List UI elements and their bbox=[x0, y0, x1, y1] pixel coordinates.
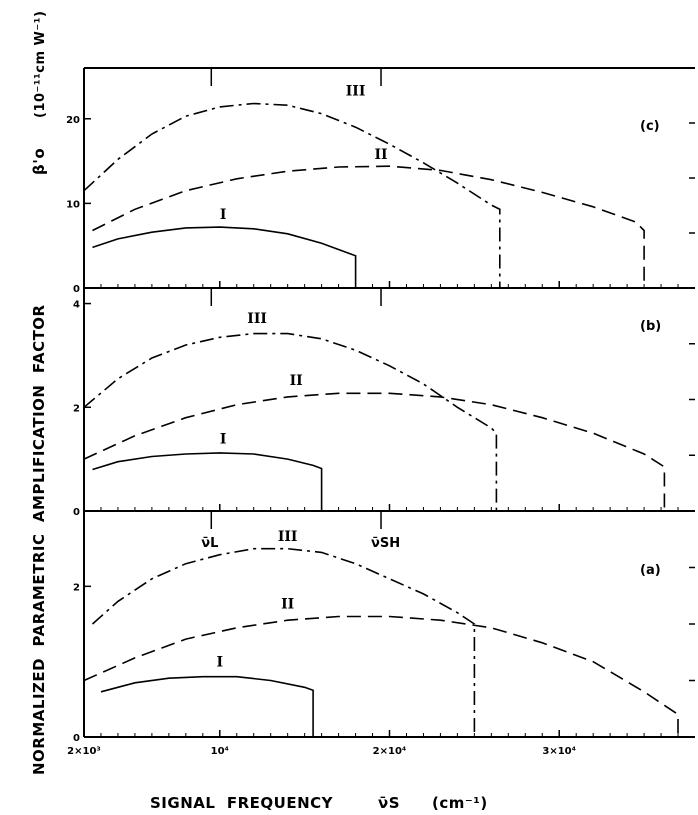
y-tick-label: 0 bbox=[73, 733, 80, 744]
series-i-line-panel-b bbox=[92, 452, 323, 511]
series-label-ii: II bbox=[281, 597, 294, 613]
y-tick-label: 20 bbox=[66, 115, 80, 126]
y-axis-symbol: β'o bbox=[30, 148, 48, 175]
panels-group: 01020IIIIII(c)024IIIIII(b)02IIIIII(a)ν̄L… bbox=[66, 67, 695, 744]
x-tick-label: 3×10⁴ bbox=[542, 746, 576, 757]
series-label-iii: III bbox=[247, 311, 267, 327]
panel-tag-c: (c) bbox=[640, 119, 660, 134]
series-i-line-panel-c bbox=[92, 226, 357, 288]
marker-label: ν̄L bbox=[201, 536, 218, 551]
series-ii-line-panel-a bbox=[83, 615, 679, 737]
series-label-i: I bbox=[216, 655, 223, 671]
x-tick-label: 2×10⁴ bbox=[373, 746, 407, 757]
x-axis-title: SIGNAL FREQUENCY bbox=[150, 794, 334, 812]
y-axis-title: NORMALIZED PARAMETRIC AMPLIFICATION FACT… bbox=[30, 304, 48, 775]
y-tick-label: 0 bbox=[73, 507, 80, 518]
series-iii-line-panel-a bbox=[91, 547, 476, 737]
panel-tag-b: (b) bbox=[640, 319, 661, 334]
series-iii-line-panel-c bbox=[83, 102, 501, 288]
series-label-i: I bbox=[220, 207, 227, 223]
x-tick-labels: 2×10³ 10⁴ 2×10⁴ 3×10⁴ bbox=[67, 746, 576, 757]
y-axis-units: (10⁻¹¹cm W⁻¹) bbox=[33, 11, 48, 118]
series-ii-line-panel-b bbox=[83, 392, 666, 511]
series-label-ii: II bbox=[374, 147, 387, 163]
y-tick-label: 0 bbox=[73, 284, 80, 295]
series-ii-line-panel-c bbox=[92, 165, 645, 288]
series-iii-line-panel-b bbox=[83, 332, 498, 511]
x-axis-unit: (cm⁻¹) bbox=[432, 794, 488, 812]
marker-label: ν̄SH bbox=[371, 536, 400, 551]
series-i-line-panel-a bbox=[100, 675, 314, 737]
x-tick-label: 10⁴ bbox=[211, 746, 229, 757]
x-axis-symbol: ν̄S bbox=[378, 794, 400, 812]
y-tick-label: 10 bbox=[66, 199, 80, 210]
y-tick-label: 2 bbox=[73, 582, 80, 593]
panel-tag-a: (a) bbox=[640, 563, 661, 578]
series-label-iii: III bbox=[346, 83, 366, 99]
y-tick-label: 4 bbox=[73, 300, 80, 311]
series-label-ii: II bbox=[290, 373, 303, 389]
series-label-iii: III bbox=[278, 529, 298, 545]
series-label-i: I bbox=[220, 432, 227, 448]
x-tick-label: 2×10³ bbox=[67, 746, 101, 757]
y-tick-label: 2 bbox=[73, 403, 80, 414]
